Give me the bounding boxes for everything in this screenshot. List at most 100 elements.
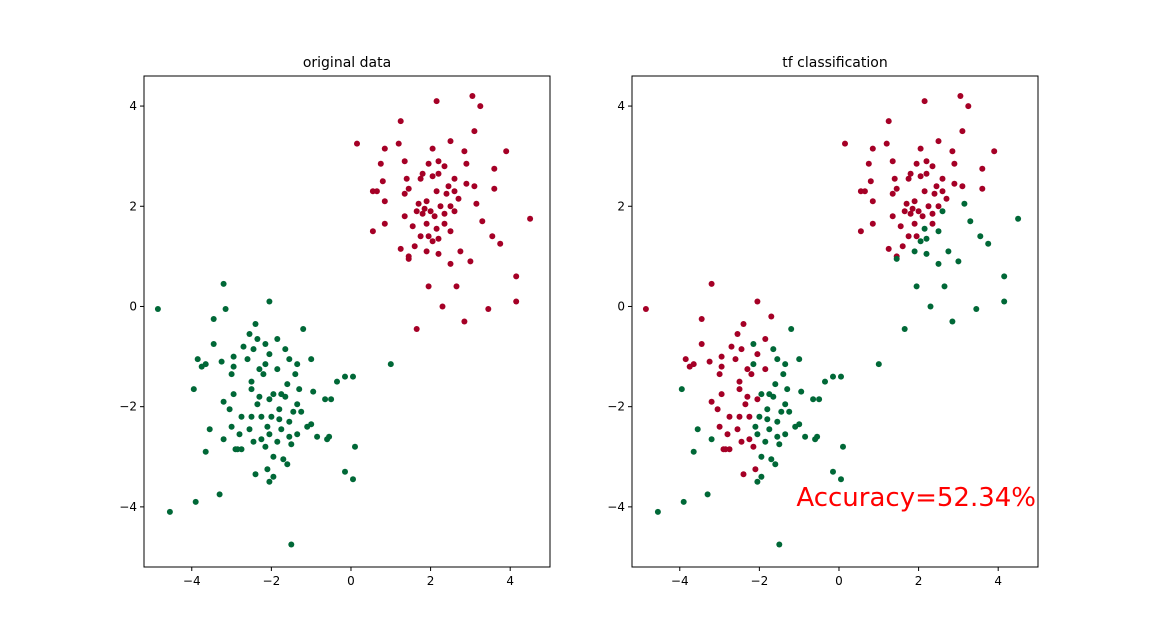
data-point xyxy=(901,326,908,332)
data-point xyxy=(951,180,958,187)
data-point xyxy=(282,346,289,353)
data-point xyxy=(413,208,420,215)
accuracy-annotation: Accuracy=52.34% xyxy=(796,483,1036,513)
data-point xyxy=(220,398,227,405)
data-point xyxy=(284,381,291,388)
y-tick-label: 2 xyxy=(617,199,625,213)
data-point xyxy=(838,373,844,380)
data-point xyxy=(409,223,416,230)
data-point xyxy=(441,163,448,170)
data-point xyxy=(929,220,936,227)
x-tick-label: −4 xyxy=(671,574,689,588)
data-point xyxy=(350,373,356,380)
data-point xyxy=(772,461,779,468)
data-point xyxy=(447,203,454,210)
data-point xyxy=(473,200,480,207)
data-point xyxy=(929,210,936,217)
x-tick-label: 2 xyxy=(915,574,923,588)
data-point xyxy=(322,396,329,403)
data-point xyxy=(230,353,237,360)
data-point xyxy=(754,396,761,403)
data-point xyxy=(463,180,470,187)
data-point xyxy=(282,393,289,400)
data-point xyxy=(949,148,956,155)
data-point xyxy=(240,343,247,350)
data-point xyxy=(933,183,940,190)
data-point xyxy=(246,426,253,433)
y-tick-label: −4 xyxy=(607,500,625,514)
data-point xyxy=(439,303,446,310)
y-tick-label: 0 xyxy=(129,299,137,313)
data-point xyxy=(744,393,751,400)
data-point xyxy=(774,418,781,425)
data-point xyxy=(254,336,261,342)
data-point xyxy=(274,336,281,342)
data-point xyxy=(869,220,876,227)
data-point xyxy=(435,250,442,257)
axis-ticks: −4 −2 0 2 4 −4 −2 0 2 4 xyxy=(607,99,1002,588)
data-point xyxy=(680,498,687,505)
data-point xyxy=(268,413,275,420)
data-point xyxy=(875,361,882,368)
x-tick-label: −2 xyxy=(751,574,769,588)
data-point xyxy=(923,158,930,165)
data-point xyxy=(919,213,926,220)
scatter-points xyxy=(154,93,534,548)
data-point xyxy=(802,433,809,440)
data-point xyxy=(455,195,462,202)
data-point xyxy=(266,351,273,358)
data-point xyxy=(943,195,950,202)
data-point xyxy=(782,401,789,408)
data-point xyxy=(782,361,789,368)
data-point xyxy=(328,396,335,403)
data-point xyxy=(342,373,348,380)
data-point xyxy=(704,491,711,498)
data-point xyxy=(885,118,892,125)
data-point xyxy=(238,413,245,420)
data-point xyxy=(816,396,823,403)
data-point xyxy=(897,223,904,230)
data-point xyxy=(686,363,693,370)
data-point xyxy=(642,306,649,312)
panel-title: original data xyxy=(303,55,391,71)
data-point xyxy=(985,240,992,247)
data-point xyxy=(762,438,769,445)
data-point xyxy=(913,283,920,290)
x-tick-label: 4 xyxy=(506,574,514,588)
data-point xyxy=(899,243,906,250)
data-point xyxy=(726,413,733,420)
data-point xyxy=(292,371,299,378)
data-point xyxy=(228,423,235,430)
plot-frame xyxy=(143,75,551,568)
x-tick-label: 2 xyxy=(427,574,435,588)
data-point xyxy=(373,188,380,195)
data-point xyxy=(479,218,486,225)
data-point xyxy=(889,213,896,220)
data-point xyxy=(698,316,705,322)
data-point xyxy=(381,220,388,227)
data-point xyxy=(218,358,225,365)
data-point xyxy=(288,441,295,448)
data-point xyxy=(782,431,789,438)
data-point xyxy=(298,408,305,415)
data-point xyxy=(314,433,321,440)
data-point xyxy=(381,198,388,205)
data-point xyxy=(154,306,161,312)
data-point xyxy=(461,318,468,325)
data-point xyxy=(770,393,777,400)
data-point xyxy=(461,148,468,155)
data-point xyxy=(772,381,779,388)
data-point xyxy=(423,198,430,205)
data-point xyxy=(939,188,946,195)
data-point xyxy=(276,416,283,423)
data-point xyxy=(401,158,408,165)
plot-frame xyxy=(631,75,1039,568)
data-point xyxy=(266,478,273,485)
y-tick-label: −4 xyxy=(119,500,137,514)
data-point xyxy=(1001,298,1008,305)
data-point xyxy=(814,433,821,440)
data-point xyxy=(744,366,751,373)
data-point xyxy=(415,200,422,207)
data-point xyxy=(294,431,301,438)
data-point xyxy=(921,188,928,195)
